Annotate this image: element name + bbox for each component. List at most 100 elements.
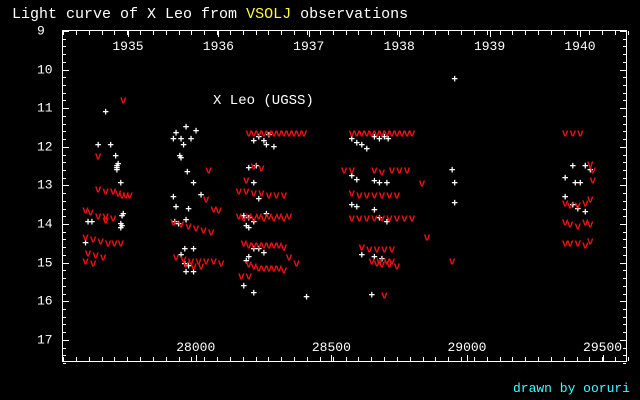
detection-point[interactable]: + (107, 141, 114, 152)
upper-limit-point[interactable]: v (238, 273, 245, 284)
detection-point[interactable]: + (246, 224, 253, 235)
detection-point[interactable]: + (190, 246, 197, 257)
upper-limit-point[interactable]: v (281, 192, 288, 203)
upper-limit-point[interactable]: v (95, 186, 102, 197)
upper-limit-point[interactable]: v (243, 176, 250, 187)
upper-limit-point[interactable]: v (90, 236, 97, 247)
detection-point[interactable]: + (303, 294, 310, 305)
upper-limit-point[interactable]: v (251, 163, 258, 174)
detection-point[interactable]: + (95, 141, 102, 152)
detection-point[interactable]: + (102, 109, 109, 120)
upper-limit-point[interactable]: v (173, 253, 180, 264)
upper-limit-point[interactable]: v (205, 166, 212, 177)
detection-point[interactable]: + (251, 290, 258, 301)
upper-limit-point[interactable]: v (210, 257, 217, 268)
upper-limit-point[interactable]: v (374, 246, 381, 257)
upper-limit-point[interactable]: v (348, 190, 355, 201)
upper-limit-point[interactable]: v (567, 220, 574, 231)
upper-limit-point[interactable]: v (379, 168, 386, 179)
upper-limit-point[interactable]: v (381, 292, 388, 303)
upper-limit-point[interactable]: v (371, 215, 378, 226)
detection-point[interactable]: + (184, 168, 191, 179)
upper-limit-point[interactable]: v (364, 192, 371, 203)
upper-limit-point[interactable]: v (386, 192, 393, 203)
upper-limit-point[interactable]: v (587, 195, 594, 206)
upper-limit-point[interactable]: v (193, 224, 200, 235)
detection-point[interactable]: + (190, 180, 197, 191)
upper-limit-point[interactable]: v (567, 240, 574, 251)
upper-limit-point[interactable]: v (449, 257, 456, 268)
upper-limit-point[interactable]: v (424, 234, 431, 245)
detection-point[interactable]: + (369, 292, 376, 303)
upper-limit-point[interactable]: v (95, 153, 102, 164)
upper-limit-point[interactable]: v (82, 257, 89, 268)
upper-limit-point[interactable]: v (286, 253, 293, 264)
upper-limit-point[interactable]: v (235, 188, 242, 199)
upper-limit-point[interactable]: v (394, 192, 401, 203)
detection-point[interactable]: + (183, 124, 190, 135)
upper-limit-point[interactable]: v (258, 164, 265, 175)
upper-limit-point[interactable]: v (251, 190, 258, 201)
upper-limit-point[interactable]: v (178, 220, 185, 231)
upper-limit-point[interactable]: v (117, 240, 124, 251)
detection-point[interactable]: + (180, 141, 187, 152)
detection-point[interactable]: + (569, 163, 576, 174)
upper-limit-point[interactable]: v (386, 261, 393, 272)
upper-limit-point[interactable]: v (126, 192, 133, 203)
upper-limit-point[interactable]: v (97, 238, 104, 249)
upper-limit-point[interactable]: v (409, 215, 416, 226)
detection-point[interactable]: + (173, 203, 180, 214)
upper-limit-point[interactable]: v (246, 273, 253, 284)
upper-limit-point[interactable]: v (379, 192, 386, 203)
upper-limit-point[interactable]: v (266, 192, 273, 203)
upper-limit-point[interactable]: v (371, 192, 378, 203)
upper-limit-point[interactable]: v (394, 215, 401, 226)
upper-limit-point[interactable]: v (386, 215, 393, 226)
upper-limit-point[interactable]: v (567, 201, 574, 212)
upper-limit-point[interactable]: v (183, 261, 190, 272)
upper-limit-point[interactable]: v (590, 176, 597, 187)
upper-limit-point[interactable]: v (258, 190, 265, 201)
upper-limit-point[interactable]: v (356, 215, 363, 226)
detection-point[interactable]: + (376, 180, 383, 191)
detection-point[interactable]: + (451, 180, 458, 191)
upper-limit-point[interactable]: v (356, 192, 363, 203)
upper-limit-point[interactable]: v (286, 213, 293, 224)
upper-limit-point[interactable]: v (82, 234, 89, 245)
detection-point[interactable]: + (353, 176, 360, 187)
upper-limit-point[interactable]: v (102, 188, 109, 199)
upper-limit-point[interactable]: v (120, 97, 127, 108)
upper-limit-point[interactable]: v (190, 263, 197, 274)
upper-limit-point[interactable]: v (218, 259, 225, 270)
upper-limit-point[interactable]: v (569, 130, 576, 141)
upper-limit-point[interactable]: v (90, 259, 97, 270)
upper-limit-point[interactable]: v (562, 130, 569, 141)
upper-limit-point[interactable]: v (100, 253, 107, 264)
upper-limit-point[interactable]: v (379, 261, 386, 272)
upper-limit-point[interactable]: v (364, 215, 371, 226)
detection-point[interactable]: + (451, 76, 458, 87)
upper-limit-point[interactable]: v (401, 215, 408, 226)
upper-limit-point[interactable]: v (95, 213, 102, 224)
upper-limit-point[interactable]: v (379, 215, 386, 226)
upper-limit-point[interactable]: v (110, 215, 117, 226)
detection-point[interactable]: + (263, 141, 270, 152)
upper-limit-point[interactable]: v (348, 215, 355, 226)
detection-point[interactable]: + (178, 155, 185, 166)
detection-point[interactable]: + (364, 145, 371, 156)
detection-point[interactable]: + (562, 174, 569, 185)
upper-limit-point[interactable]: v (243, 188, 250, 199)
detection-point[interactable]: + (384, 180, 391, 191)
upper-limit-point[interactable]: v (281, 267, 288, 278)
upper-limit-point[interactable]: v (389, 166, 396, 177)
upper-limit-point[interactable]: v (215, 207, 222, 218)
upper-limit-point[interactable]: v (102, 217, 109, 228)
detection-point[interactable]: + (240, 282, 247, 293)
upper-limit-point[interactable]: v (394, 263, 401, 274)
upper-limit-point[interactable]: v (587, 238, 594, 249)
upper-limit-point[interactable]: v (170, 219, 177, 230)
detection-point[interactable]: + (193, 128, 200, 139)
detection-point[interactable]: + (449, 166, 456, 177)
detection-point[interactable]: + (451, 199, 458, 210)
detection-point[interactable]: + (115, 161, 122, 172)
